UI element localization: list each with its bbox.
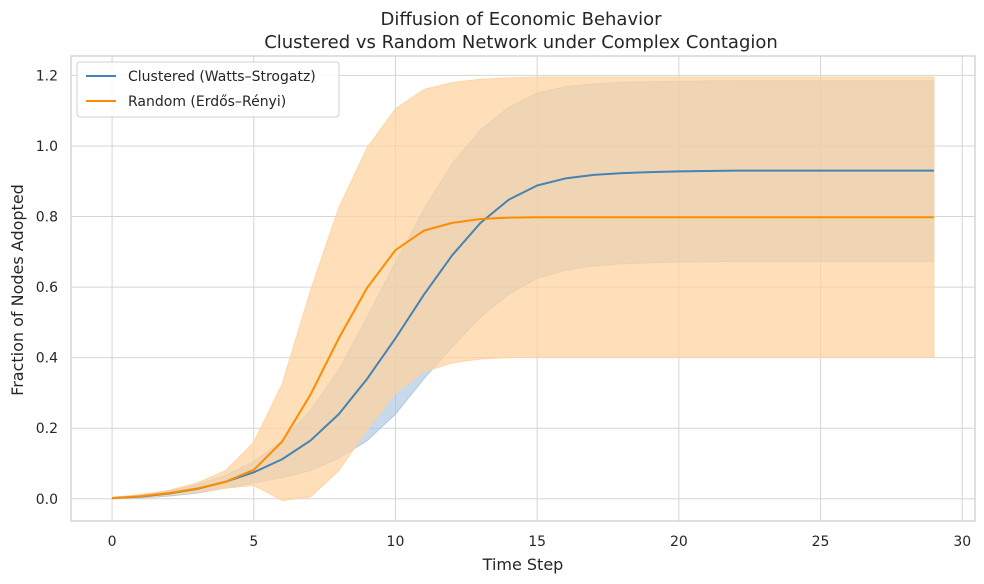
chart-subtitle: Clustered vs Random Network under Comple… xyxy=(264,32,778,53)
x-tick-label: 5 xyxy=(249,534,258,550)
line-random xyxy=(112,216,934,500)
x-tick-label: 25 xyxy=(812,534,830,550)
series-lines xyxy=(112,169,934,500)
confidence-bands xyxy=(111,76,935,502)
y-tick-label: 0.8 xyxy=(36,210,58,226)
plot-border xyxy=(70,55,976,522)
line-clustered xyxy=(112,169,934,500)
legend-label-random: Random (Erdős–Rényi) xyxy=(128,94,286,110)
band-random xyxy=(111,76,935,502)
chart-title: Diffusion of Economic Behavior xyxy=(380,9,662,30)
x-tick-label: 30 xyxy=(953,534,971,550)
plot-area xyxy=(70,55,976,522)
y-axis-label: Fraction of Nodes Adopted xyxy=(8,184,27,396)
legend-label-clustered: Clustered (Watts–Strogatz) xyxy=(128,69,316,85)
x-axis-label: Time Step xyxy=(482,555,564,574)
x-tick-label: 20 xyxy=(670,534,688,550)
x-tick-label: 0 xyxy=(108,534,117,550)
y-tick-label: 1.0 xyxy=(36,139,58,155)
y-tick-label: 0.2 xyxy=(36,421,58,437)
x-tick-label: 15 xyxy=(528,534,546,550)
y-tick-label: 1.2 xyxy=(36,68,58,84)
y-tick-label: 0.6 xyxy=(36,280,58,296)
legend: Clustered (Watts–Strogatz) Random (Erdős… xyxy=(76,61,340,118)
x-tick-label: 10 xyxy=(387,534,405,550)
x-axis-ticks: 0 5 10 15 20 25 30 xyxy=(108,534,972,550)
y-tick-label: 0.0 xyxy=(36,492,58,508)
y-tick-label: 0.4 xyxy=(36,351,58,367)
legend-box xyxy=(76,61,340,118)
y-axis-ticks: 0.0 0.2 0.4 0.6 0.8 1.0 1.2 xyxy=(36,68,58,507)
